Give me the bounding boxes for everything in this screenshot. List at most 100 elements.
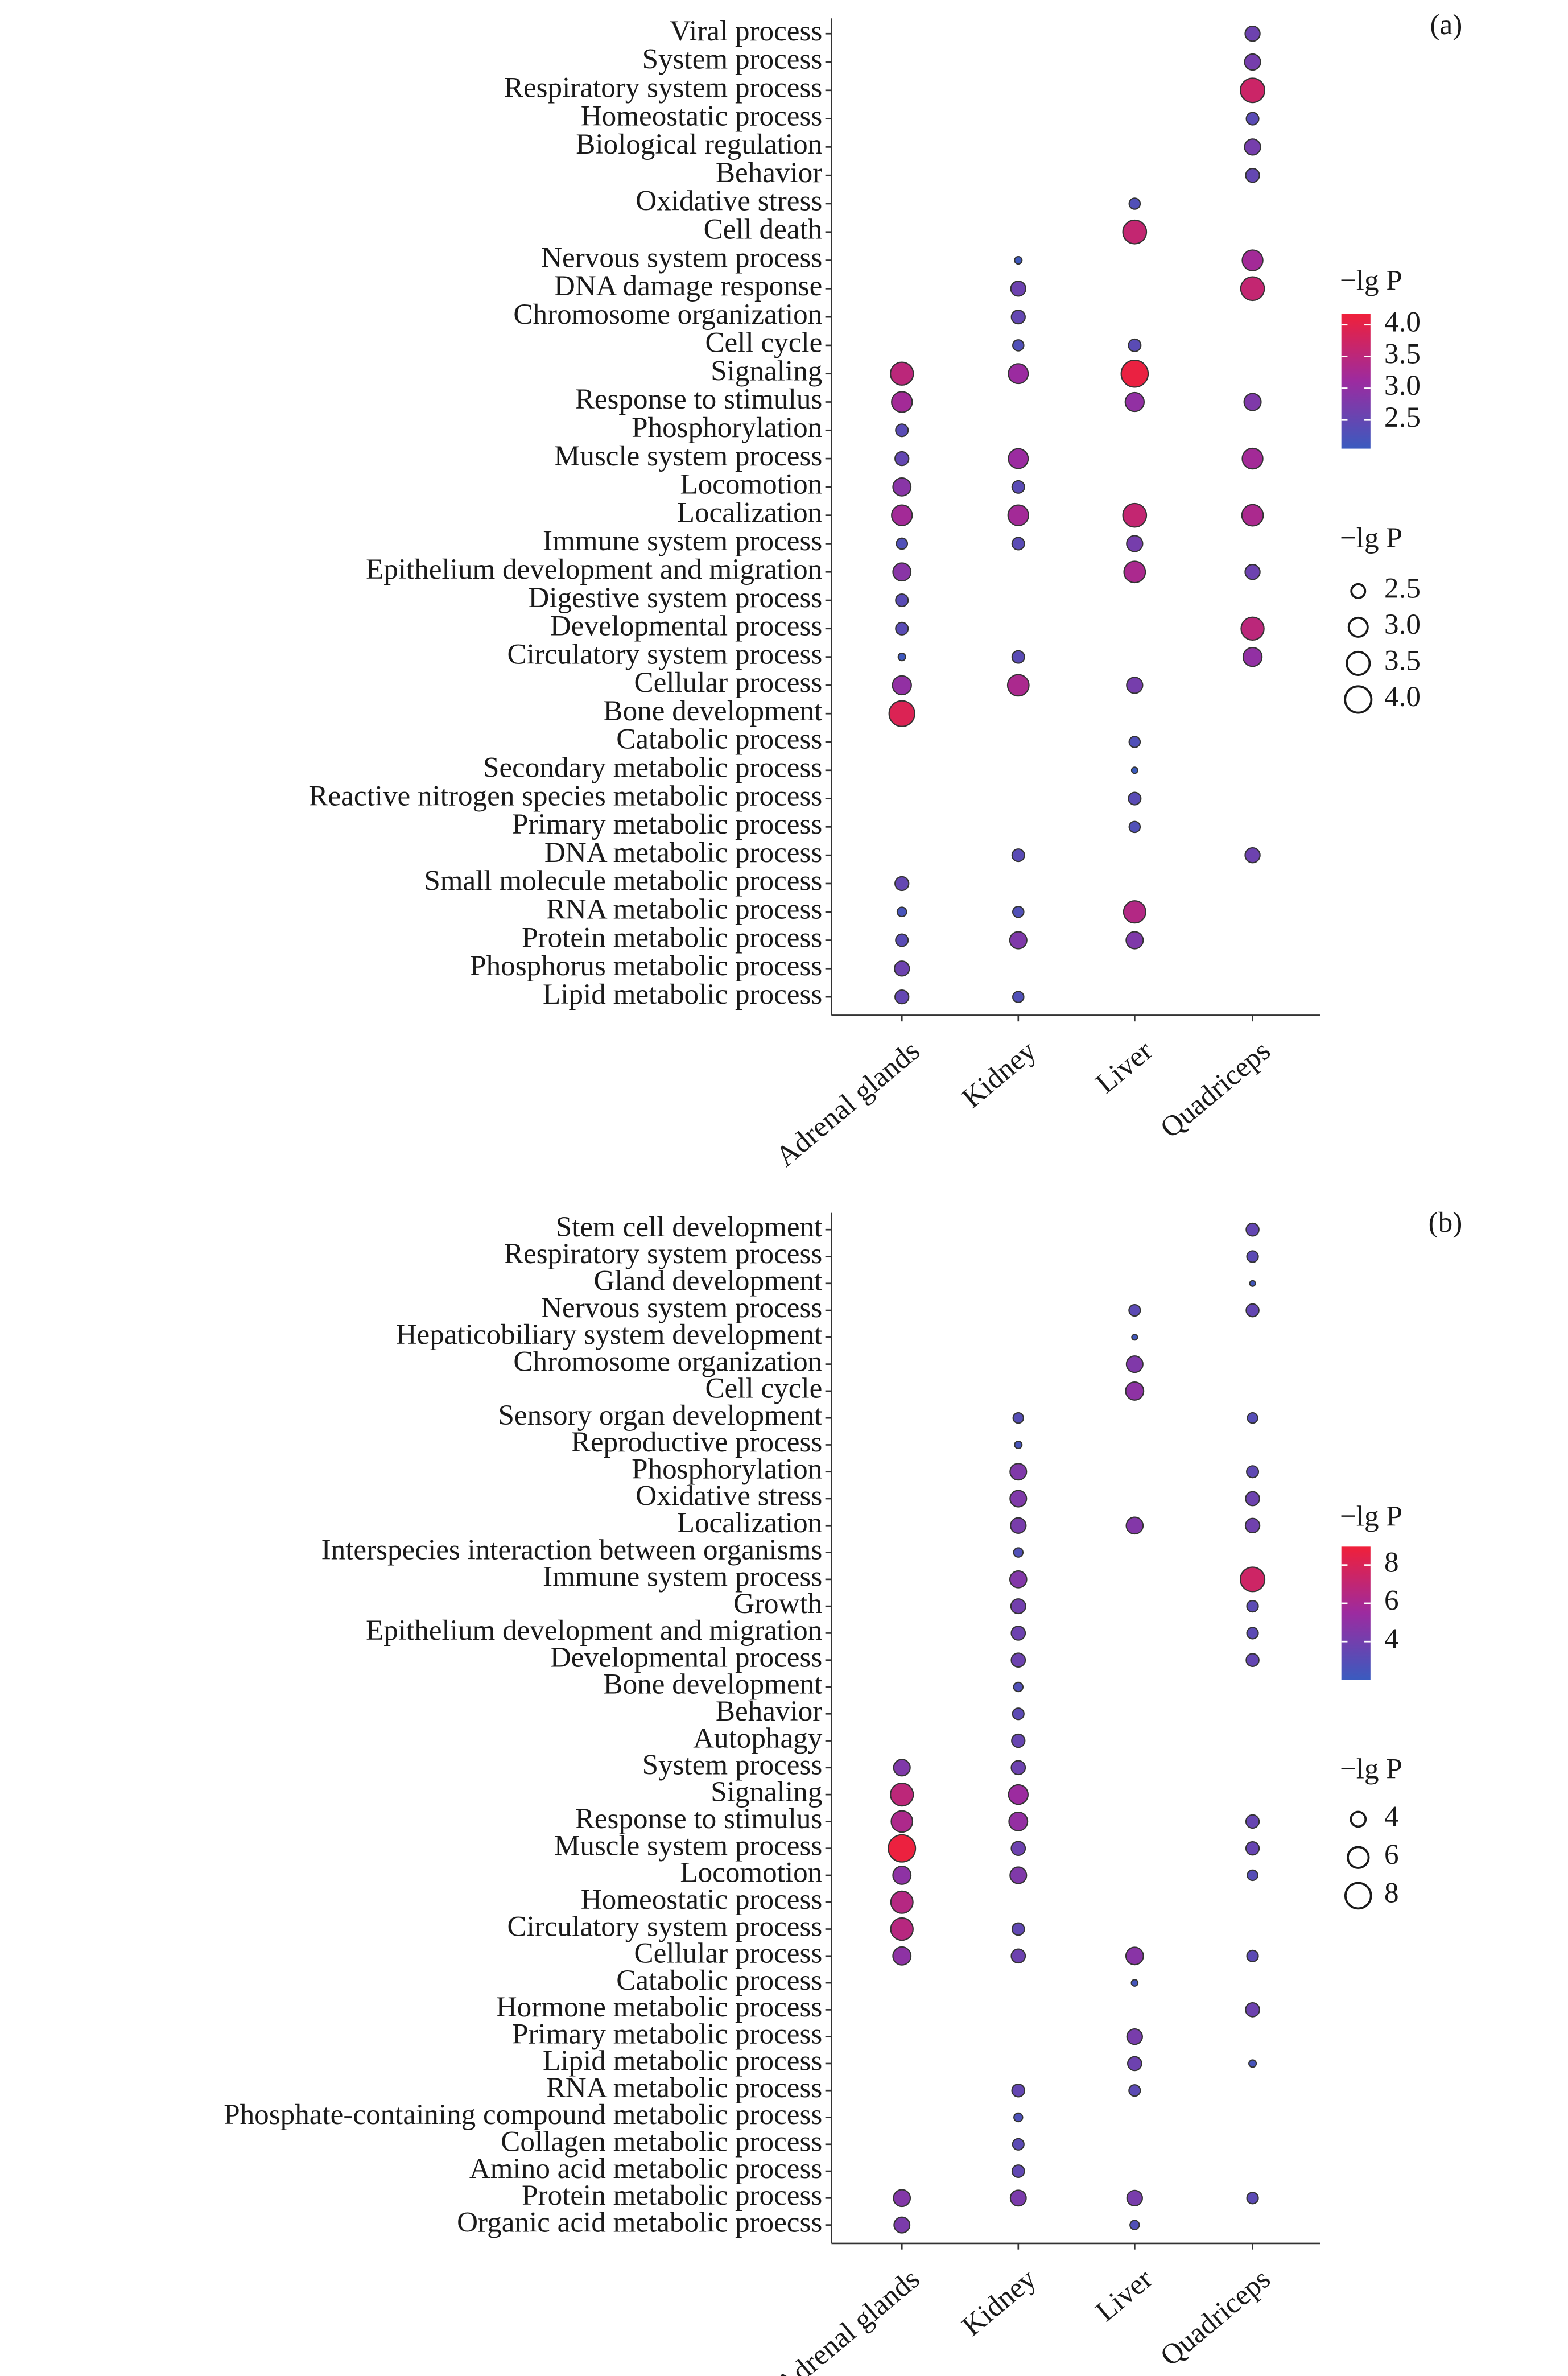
dot — [1240, 276, 1265, 302]
dot — [1240, 1566, 1266, 1593]
dot — [1244, 26, 1261, 42]
dot — [1128, 1304, 1141, 1317]
y-tick-label: Growth — [733, 1587, 822, 1620]
dot — [1009, 2189, 1027, 2207]
dot — [1127, 2056, 1142, 2072]
dot — [1011, 537, 1025, 551]
y-tick-label: Primary metabolic process — [512, 808, 822, 840]
dot — [1240, 77, 1266, 104]
y-tick-label: Interspecies interaction between organis… — [321, 1533, 823, 1566]
x-tick-label: Quadriceps — [1154, 1034, 1277, 1144]
dot — [895, 423, 909, 438]
dot — [1126, 2028, 1143, 2045]
y-tick-label: Cellular process — [634, 1937, 822, 1970]
colorbar-label: 4 — [1384, 1623, 1399, 1655]
dot — [1125, 1516, 1144, 1535]
dot — [1249, 1280, 1256, 1287]
y-tick-label: Hormone metabolic process — [496, 1991, 823, 2023]
size-label: 3.5 — [1384, 645, 1421, 677]
size-key — [1346, 650, 1371, 676]
y-tick-label: Nervous system process — [541, 241, 822, 274]
y-tick-label: Protein metabolic process — [522, 2179, 822, 2212]
dot — [1245, 1814, 1260, 1829]
x-tick-label: Liver — [1090, 2263, 1158, 2328]
dot — [1011, 2083, 1026, 2098]
dot — [1122, 219, 1148, 245]
dot — [1012, 2138, 1025, 2151]
dot — [1009, 1490, 1028, 1508]
dot — [1122, 502, 1148, 528]
dot — [1245, 1222, 1260, 1237]
size-key — [1347, 1846, 1370, 1869]
y-tick-label: Cellular process — [634, 666, 822, 699]
dot — [1013, 2112, 1024, 2123]
dot — [1124, 391, 1145, 412]
dot — [1128, 791, 1142, 806]
y-tick-label: Bone development — [604, 1668, 823, 1701]
dot — [891, 391, 913, 413]
dot — [1008, 448, 1029, 469]
size-legend-title: −lg P — [1340, 522, 1402, 554]
y-tick-label: Viral process — [670, 15, 822, 47]
dot — [891, 504, 913, 526]
y-tick-label: Chromosome organization — [513, 298, 822, 331]
size-label: 8 — [1384, 1877, 1399, 1909]
size-label: 4 — [1384, 1800, 1399, 1833]
dot — [1243, 393, 1262, 411]
y-tick-label: Bone development — [604, 695, 823, 727]
dot — [894, 989, 910, 1005]
y-tick-label: Developmental process — [550, 1641, 822, 1673]
dot — [895, 593, 909, 608]
size-label: 4.0 — [1384, 680, 1421, 713]
colorbar-label: 3.5 — [1384, 337, 1421, 370]
colorbar — [1341, 314, 1371, 449]
y-tick-label: Response to stimulus — [575, 383, 823, 415]
dot — [1244, 53, 1261, 71]
dot — [890, 1890, 914, 1914]
dot — [892, 675, 912, 696]
colorbar-label: 4.0 — [1384, 306, 1421, 338]
dot — [892, 1866, 912, 1885]
size-key — [1347, 616, 1369, 638]
colorbar-label: 3.0 — [1384, 369, 1421, 402]
x-tick-label: Adrenal glands — [770, 1034, 926, 1173]
y-tick-label: Nervous system process — [541, 1292, 822, 1324]
y-tick-label: Gland development — [593, 1265, 822, 1297]
dot — [1125, 1355, 1144, 1373]
dot — [892, 562, 912, 582]
y-tick-label: Secondary metabolic process — [483, 752, 822, 784]
dot — [1246, 1627, 1259, 1640]
dot — [1129, 2220, 1140, 2230]
panel-label: (a) — [1430, 9, 1463, 41]
dot — [896, 906, 907, 918]
dot — [892, 1946, 912, 1966]
dot — [890, 1810, 914, 1833]
dot — [1247, 1412, 1258, 1424]
dot — [1013, 1681, 1024, 1693]
dot — [1241, 447, 1264, 470]
size-legend-title: −lg P — [1340, 1753, 1402, 1785]
dot — [1012, 1707, 1025, 1721]
y-tick-label: Behavior — [716, 156, 822, 189]
dot — [1245, 1491, 1260, 1507]
dot — [890, 361, 914, 386]
dot — [1244, 138, 1261, 156]
dot — [1128, 736, 1141, 748]
dot — [1246, 1600, 1259, 1613]
dot — [894, 876, 910, 892]
dot — [1008, 1784, 1029, 1805]
y-tick-label: Lipid metabolic process — [543, 2045, 822, 2077]
dot — [1126, 2189, 1143, 2206]
y-tick-label: Oxidative stress — [636, 1480, 822, 1512]
dot — [1123, 900, 1146, 924]
dot — [1012, 1412, 1024, 1424]
size-key — [1344, 685, 1373, 714]
size-label: 6 — [1384, 1838, 1399, 1871]
x-tick-label: Liver — [1090, 1034, 1158, 1100]
dot — [1011, 1922, 1025, 1936]
dot — [1010, 1652, 1026, 1668]
y-tick-label: Phosphorus metabolic process — [470, 950, 822, 982]
y-tick-label: Homeostatic process — [581, 100, 823, 132]
y-tick-label: Chromosome organization — [513, 1345, 822, 1377]
